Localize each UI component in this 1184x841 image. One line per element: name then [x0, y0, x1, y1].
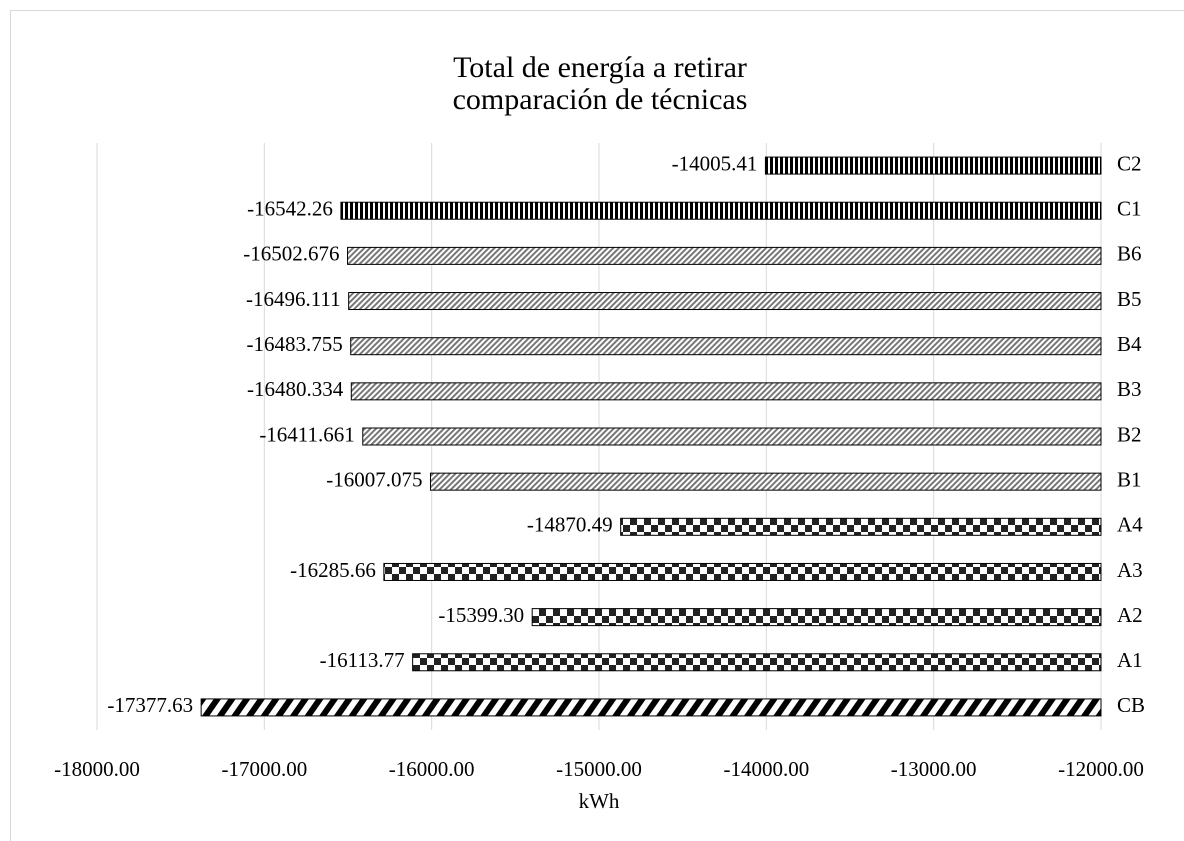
data-label: -16502.676: [243, 242, 339, 266]
bar: [620, 517, 1102, 536]
chart-subtitle: comparación de técnicas: [453, 83, 748, 116]
y-tick-label: B5: [1117, 287, 1142, 311]
y-tick-label: A2: [1117, 603, 1143, 627]
bar: [383, 562, 1102, 581]
x-tick-label: -18000.00: [54, 757, 140, 781]
y-tick-label: B6: [1117, 242, 1142, 266]
data-label: -16483.755: [246, 332, 342, 356]
bar: [348, 292, 1102, 311]
bar: [429, 472, 1102, 491]
data-label: -15399.30: [438, 603, 524, 627]
data-label: -16496.111: [246, 287, 341, 311]
bar: [412, 653, 1102, 672]
x-tick-label: -16000.00: [389, 757, 475, 781]
y-tick-label: B4: [1117, 332, 1142, 356]
data-label: -16113.77: [320, 648, 405, 672]
data-label: -14005.41: [672, 151, 758, 175]
y-tick-label: A1: [1117, 648, 1143, 672]
x-axis-label: kWh: [579, 789, 620, 813]
data-label: -16480.334: [247, 377, 344, 401]
y-tick-label: C1: [1117, 197, 1142, 221]
y-tick-label: C2: [1117, 151, 1142, 175]
chart-border: [10, 10, 1184, 841]
bar: [362, 427, 1102, 446]
bar: [350, 382, 1102, 401]
bar: [531, 608, 1102, 627]
x-tick-label: -15000.00: [556, 757, 642, 781]
bar: [350, 337, 1102, 356]
bar: [340, 201, 1102, 220]
y-tick-label: B2: [1117, 422, 1142, 446]
x-tick-label: -13000.00: [891, 757, 977, 781]
data-label: -17377.63: [107, 693, 193, 717]
x-tick-label: -12000.00: [1058, 757, 1144, 781]
data-label: -14870.49: [527, 513, 613, 537]
data-label: -16285.66: [290, 558, 376, 582]
y-tick-label: CB: [1117, 693, 1145, 717]
x-tick-label: -14000.00: [723, 757, 809, 781]
bar: [764, 156, 1102, 175]
x-tick-label: -17000.00: [221, 757, 307, 781]
y-tick-label: A3: [1117, 558, 1143, 582]
data-label: -16411.661: [259, 422, 354, 446]
y-tick-label: A4: [1117, 513, 1143, 537]
bar: [347, 246, 1102, 265]
y-tick-label: B3: [1117, 377, 1142, 401]
chart-title: Total de energía a retirar: [453, 51, 747, 84]
data-label: -16007.075: [326, 467, 422, 491]
data-label: -16542.26: [247, 197, 333, 221]
bar: [200, 698, 1102, 717]
y-tick-label: B1: [1117, 467, 1142, 491]
